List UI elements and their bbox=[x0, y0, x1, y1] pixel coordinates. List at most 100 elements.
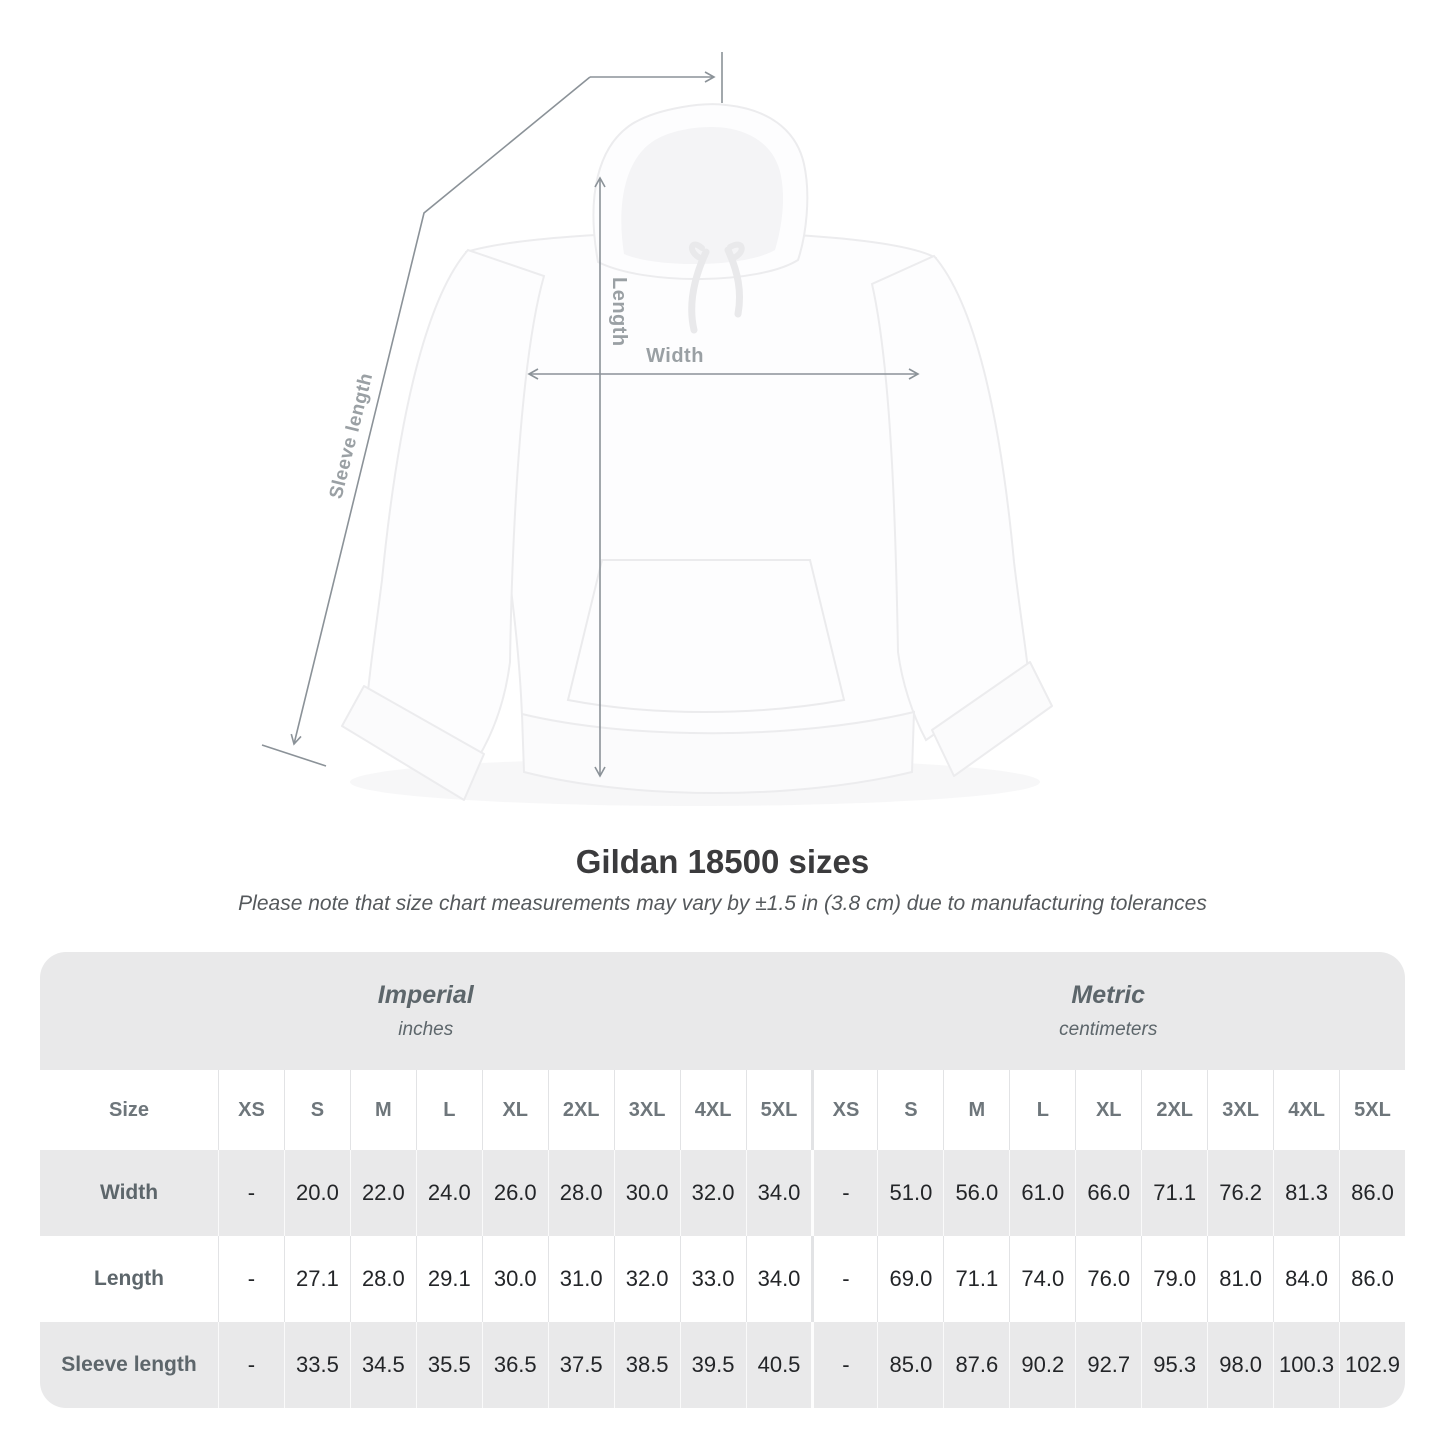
cell-metric: 76.2 bbox=[1207, 1150, 1274, 1236]
size-header-metric-2xl: 2XL bbox=[1141, 1070, 1207, 1150]
cell-metric: 86.0 bbox=[1339, 1150, 1405, 1236]
measurement-lines bbox=[261, 52, 920, 778]
cell-metric: 56.0 bbox=[943, 1150, 1010, 1236]
size-header-metric-xl: XL bbox=[1075, 1070, 1141, 1150]
section-header-imperial: Imperial inches bbox=[40, 952, 812, 1070]
size-header-imperial-4xl: 4XL bbox=[679, 1070, 746, 1150]
cell-metric: 71.1 bbox=[1141, 1150, 1208, 1236]
cell-imperial: 28.0 bbox=[349, 1236, 416, 1322]
size-header-metric-xs: XS bbox=[811, 1070, 877, 1150]
size-header-metric-s: S bbox=[877, 1070, 943, 1150]
cell-imperial: 22.0 bbox=[349, 1150, 416, 1236]
cell-metric: - bbox=[811, 1236, 877, 1322]
cell-metric: 100.3 bbox=[1273, 1322, 1340, 1408]
cell-metric: 81.3 bbox=[1273, 1150, 1340, 1236]
row-label: Width bbox=[40, 1150, 218, 1236]
cell-metric: 102.9 bbox=[1339, 1322, 1405, 1408]
section-subtitle: inches bbox=[398, 1019, 454, 1040]
cell-imperial: - bbox=[218, 1236, 284, 1322]
drawstring-bow bbox=[689, 241, 745, 261]
cell-imperial: 32.0 bbox=[613, 1236, 680, 1322]
cell-metric: 85.0 bbox=[877, 1322, 944, 1408]
size-header-metric-5xl: 5XL bbox=[1339, 1070, 1405, 1150]
cell-imperial: 33.5 bbox=[283, 1322, 350, 1408]
cell-metric: 66.0 bbox=[1075, 1150, 1142, 1236]
cell-metric: 90.2 bbox=[1009, 1322, 1076, 1408]
cell-imperial: 28.0 bbox=[547, 1150, 614, 1236]
sleeve-measure-line bbox=[290, 76, 591, 746]
length-measure-label: Length bbox=[608, 277, 630, 347]
section-title: Metric bbox=[1071, 981, 1146, 1009]
size-header-metric-l: L bbox=[1009, 1070, 1075, 1150]
cell-imperial: 30.0 bbox=[481, 1236, 548, 1322]
cell-imperial: 20.0 bbox=[283, 1150, 350, 1236]
cell-metric: 81.0 bbox=[1207, 1236, 1273, 1322]
hoodie-diagram bbox=[261, 52, 1053, 806]
size-header-metric-m: M bbox=[943, 1070, 1009, 1150]
cell-metric: 98.0 bbox=[1207, 1322, 1274, 1408]
hoodie-illustration bbox=[341, 103, 1053, 806]
cell-imperial: 34.0 bbox=[745, 1236, 812, 1322]
cell-metric: 69.0 bbox=[877, 1236, 943, 1322]
row-label: Length bbox=[94, 1267, 164, 1290]
cell-metric: 79.0 bbox=[1141, 1236, 1207, 1322]
size-header-metric-3xl: 3XL bbox=[1207, 1070, 1273, 1150]
cell-imperial: 40.5 bbox=[745, 1322, 812, 1408]
size-header-metric-4xl: 4XL bbox=[1273, 1070, 1339, 1150]
tolerance-note: Please note that size chart measurements… bbox=[238, 892, 1207, 915]
size-header-imperial-l: L bbox=[415, 1070, 482, 1150]
cell-imperial: 34.0 bbox=[745, 1150, 812, 1236]
size-column-header: Size bbox=[108, 1098, 150, 1121]
drawstring-right bbox=[724, 246, 744, 318]
cell-imperial: 37.5 bbox=[547, 1322, 614, 1408]
cell-imperial: 27.1 bbox=[283, 1236, 350, 1322]
cell-metric: 95.3 bbox=[1141, 1322, 1208, 1408]
hood-opening-shape bbox=[621, 126, 784, 265]
page-title: Gildan 18500 sizes bbox=[575, 843, 870, 880]
cell-imperial: 26.0 bbox=[481, 1150, 548, 1236]
cell-imperial: 36.5 bbox=[481, 1322, 548, 1408]
cell-metric: 74.0 bbox=[1009, 1236, 1075, 1322]
size-table: Imperial inches Metric centimeters Size XS S M L… bbox=[40, 952, 1405, 1408]
cell-imperial: 31.0 bbox=[547, 1236, 614, 1322]
size-header-imperial-xs: XS bbox=[218, 1070, 284, 1150]
cell-metric: - bbox=[811, 1322, 878, 1408]
right-cuff-shape bbox=[931, 661, 1053, 777]
cell-metric: 92.7 bbox=[1075, 1322, 1142, 1408]
cell-imperial: 33.0 bbox=[679, 1236, 746, 1322]
section-title: Imperial bbox=[377, 981, 474, 1009]
size-header-imperial-2xl: 2XL bbox=[547, 1070, 614, 1150]
cell-imperial: 35.5 bbox=[415, 1322, 482, 1408]
width-measure-label: Width bbox=[646, 345, 704, 367]
size-header-imperial-5xl: 5XL bbox=[745, 1070, 812, 1150]
cell-imperial: 34.5 bbox=[349, 1322, 416, 1408]
cell-imperial: 38.5 bbox=[613, 1322, 680, 1408]
left-cuff-shape bbox=[341, 685, 485, 801]
size-header-imperial-3xl: 3XL bbox=[613, 1070, 680, 1150]
cell-metric: 51.0 bbox=[877, 1150, 944, 1236]
kangaroo-pocket-shape bbox=[566, 559, 846, 713]
cell-imperial: - bbox=[218, 1322, 284, 1408]
cell-metric: - bbox=[811, 1150, 878, 1236]
cell-metric: 86.0 bbox=[1339, 1236, 1405, 1322]
sleeve-measure-cuff-tick bbox=[261, 744, 327, 767]
size-header-imperial-s: S bbox=[283, 1070, 350, 1150]
cell-imperial: 24.0 bbox=[415, 1150, 482, 1236]
section-header-metric: Metric centimeters bbox=[811, 952, 1405, 1070]
cell-metric: 84.0 bbox=[1273, 1236, 1339, 1322]
size-header-imperial-xl: XL bbox=[481, 1070, 548, 1150]
cell-metric: 71.1 bbox=[943, 1236, 1009, 1322]
cell-imperial: 32.0 bbox=[679, 1150, 746, 1236]
cell-imperial: 29.1 bbox=[415, 1236, 482, 1322]
row-label: Sleeve length bbox=[40, 1322, 218, 1408]
cell-metric: 87.6 bbox=[943, 1322, 1010, 1408]
cell-metric: 76.0 bbox=[1075, 1236, 1141, 1322]
drawstring-left bbox=[688, 248, 710, 334]
size-header-imperial-m: M bbox=[349, 1070, 416, 1150]
cell-metric: 61.0 bbox=[1009, 1150, 1076, 1236]
section-subtitle: centimeters bbox=[1059, 1019, 1158, 1040]
cell-imperial: - bbox=[218, 1150, 284, 1236]
hem-band-shape bbox=[520, 710, 916, 794]
cell-imperial: 39.5 bbox=[679, 1322, 746, 1408]
